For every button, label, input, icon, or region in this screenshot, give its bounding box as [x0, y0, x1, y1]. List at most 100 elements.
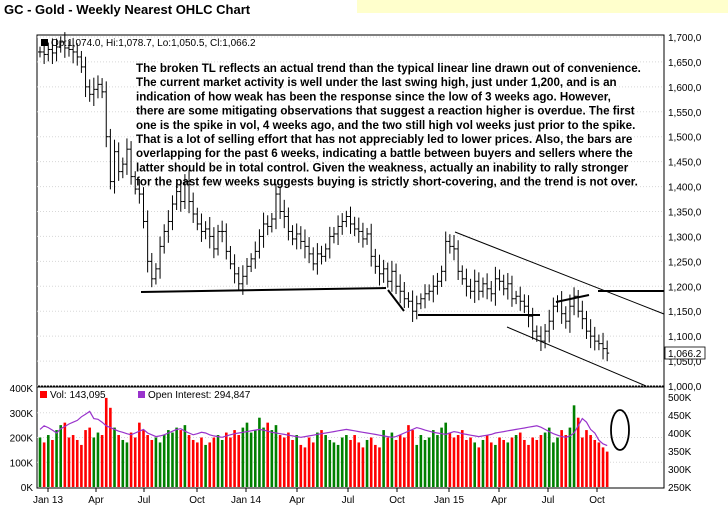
price-tick-label: 1,000,0	[668, 382, 702, 393]
ohlc-bar	[526, 295, 531, 328]
ohlc-bar	[588, 319, 593, 349]
oi-tick-label: 400K	[668, 429, 692, 440]
volume-bar	[398, 435, 402, 487]
volume-bar	[340, 437, 344, 487]
volume-bar	[361, 447, 365, 487]
ohlc-bar	[83, 56, 88, 98]
price-tick-label: 1,700,0	[668, 33, 702, 44]
volume-bar	[200, 437, 203, 487]
volume-bar	[328, 439, 332, 487]
volume-bar	[241, 427, 245, 487]
volume-bar	[253, 430, 257, 487]
volume-bar	[444, 422, 448, 487]
ohlc-bar	[46, 42, 51, 62]
ohlc-bar	[460, 265, 465, 285]
ohlc-bar	[489, 281, 494, 302]
ohlc-bar	[195, 207, 200, 231]
ohlc-bar	[505, 273, 510, 300]
ohlc-bar	[298, 226, 303, 250]
ohlc-bar	[439, 265, 444, 287]
ohlc-bar	[501, 274, 506, 296]
ohlc-bar	[87, 79, 92, 102]
x-tick-label: Jan 13	[33, 495, 63, 506]
volume-bar	[175, 427, 178, 487]
volume-bar	[506, 442, 510, 487]
annotation-line: The broken TL reflects an actual trend t…	[136, 62, 641, 75]
volume-bar	[125, 442, 129, 487]
ohlc-bar	[373, 248, 378, 274]
volume-bar	[432, 430, 435, 487]
volume-bar	[158, 442, 162, 487]
volume-bar	[411, 430, 414, 487]
oi-tick-label: 350K	[668, 447, 692, 458]
ohlc-bar	[302, 229, 307, 259]
volume-bar	[162, 435, 166, 487]
volume-bar	[183, 425, 187, 487]
ohlc-bar	[137, 179, 142, 204]
annotation-line: there are some mitigating observations t…	[136, 105, 635, 118]
ohlc-bar	[389, 260, 394, 292]
ohlc-bar	[91, 77, 96, 107]
volume-bar	[75, 439, 79, 487]
volume-bar	[42, 442, 46, 487]
ohlc-bar	[249, 253, 254, 273]
volume-bar	[216, 435, 220, 487]
volume-bar	[316, 432, 319, 487]
ohlc-bar	[336, 215, 341, 246]
ohlc-bar	[493, 266, 498, 306]
volume-bar	[481, 439, 485, 487]
volume-bar	[121, 439, 125, 487]
volume-bar	[191, 439, 195, 487]
x-tick-label: Apr	[289, 495, 305, 506]
price-tick-label: 1,450,0	[668, 158, 702, 169]
ohlc-bar	[153, 263, 158, 285]
volume-bar	[63, 422, 67, 487]
x-tick-label: Jul	[542, 495, 555, 506]
ohlc-bar	[547, 309, 552, 343]
volume-bar	[527, 444, 530, 487]
volume-grid	[37, 412, 664, 463]
channel-upper	[454, 231, 665, 315]
volume-bar	[407, 425, 410, 487]
volume-bar	[556, 437, 559, 487]
volume-bar	[233, 430, 236, 487]
volume-bar	[543, 432, 547, 487]
volume-bar	[291, 439, 294, 487]
ohlc-bar	[592, 326, 597, 351]
volume-bar	[390, 432, 394, 487]
ohlc-bar	[605, 340, 610, 362]
x-tick-label: Jul	[138, 495, 151, 506]
ohlc-bar	[381, 259, 386, 283]
ohlc-bar	[124, 138, 129, 175]
ohlc-bar	[282, 199, 287, 229]
volume-bar	[415, 444, 419, 487]
annotation-line: That is a lot of selling effort that has…	[136, 133, 633, 146]
volume-bar	[502, 439, 505, 487]
x-tick-label: Apr	[491, 495, 507, 506]
volume-bar	[59, 425, 62, 487]
ohlc-bar	[294, 223, 299, 250]
oi-legend-swatch	[138, 391, 145, 398]
ohlc-bar	[596, 334, 601, 351]
volume-bar	[138, 422, 141, 487]
volume-bar	[378, 447, 381, 487]
ohlc-bar	[356, 217, 361, 243]
ohlc-bar	[514, 290, 519, 305]
oi-tick-label: 300K	[668, 465, 692, 476]
ohlc-bar	[290, 225, 295, 246]
ohlc-bar	[410, 290, 415, 322]
ohlc-bar	[58, 36, 63, 53]
ohlc-bar	[348, 206, 353, 234]
volume-bar	[403, 437, 406, 487]
ohlc-bar	[472, 269, 477, 303]
volume-bar	[365, 439, 369, 487]
volume-spike-circle	[610, 409, 630, 451]
volume-bar	[419, 435, 423, 487]
ohlc-bar	[580, 300, 585, 330]
ohlc-bar	[174, 185, 179, 211]
volume-bar	[307, 437, 311, 487]
ohlc-bar	[447, 234, 452, 254]
volume-tick-label: 400K	[10, 384, 34, 395]
volume-bar	[320, 430, 323, 487]
price-legend: Op:1,074.0, Hi:1,078.7, Lo:1,050.5, Cl:1…	[51, 38, 256, 49]
